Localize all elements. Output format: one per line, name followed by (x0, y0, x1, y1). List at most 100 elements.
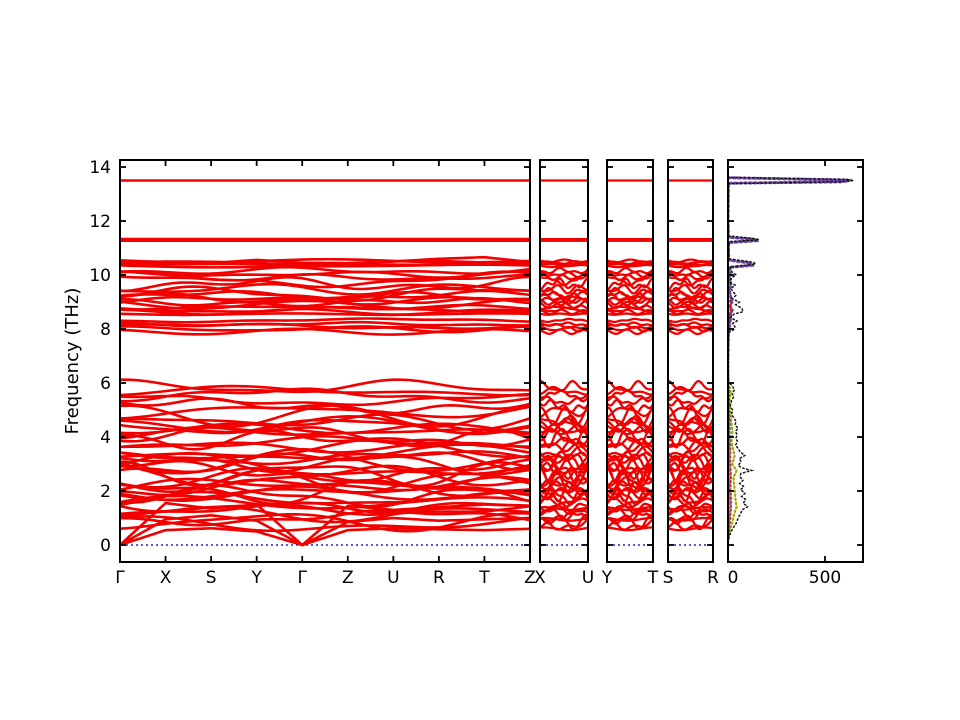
phonon-band (607, 486, 653, 506)
phonon-band (540, 492, 588, 505)
panel-4-frame (727, 159, 864, 563)
phonon-band (540, 317, 588, 324)
phonon-band (540, 504, 588, 515)
phonon-band (668, 487, 713, 500)
kpoint-label: R (707, 568, 719, 588)
total-dos-curve (728, 160, 854, 545)
phonon-band (607, 492, 653, 505)
phonon-band (607, 398, 653, 414)
phonon-band (607, 266, 653, 275)
phonon-band (607, 487, 653, 500)
phonon-band (607, 445, 653, 460)
phonon-band (540, 379, 588, 393)
phonon-band (540, 385, 588, 396)
phonon-band (607, 439, 653, 457)
y-tick-label: 0 (100, 536, 111, 556)
partial-dos-red-curve (728, 299, 733, 536)
phonon-band (540, 454, 588, 475)
phonon-band (540, 323, 588, 330)
phonon-band (120, 289, 530, 300)
phonon-band (120, 265, 530, 275)
phonon-band (668, 290, 713, 299)
phonon-band (120, 526, 530, 547)
phonon-band (668, 398, 713, 414)
phonon-band (607, 510, 653, 525)
phonon-band (668, 439, 713, 457)
phonon-band (668, 454, 713, 475)
phonon-band (668, 277, 713, 291)
panel-2-frame (606, 159, 654, 563)
phonon-band (668, 271, 713, 287)
phonon-band (120, 378, 530, 394)
phonon-band (607, 323, 653, 330)
phonon-band (120, 270, 530, 289)
phonon-band (120, 392, 530, 407)
phonon-band (607, 504, 653, 515)
phonon-band (607, 454, 653, 475)
phonon-band (668, 258, 713, 264)
phonon-band (607, 262, 653, 267)
phonon-band (120, 485, 530, 502)
phonon-band (607, 283, 653, 295)
phonon-band (607, 317, 653, 324)
kpoint-label: S (663, 568, 674, 588)
phonon-band (668, 492, 713, 505)
phonon-band (120, 322, 530, 331)
phonon-band (607, 526, 653, 532)
phonon-band (607, 271, 653, 287)
phonon-band (540, 487, 588, 500)
phonon-band (540, 526, 588, 532)
phonon-band (540, 406, 588, 419)
y-tick-label: 4 (100, 428, 111, 448)
y-tick-label: 6 (100, 374, 111, 394)
phonon-band (540, 439, 588, 457)
phonon-band (540, 430, 588, 449)
phonon-band (120, 513, 530, 547)
phonon-band (540, 262, 588, 267)
kpoint-label: R (433, 568, 445, 588)
phonon-band (668, 427, 713, 446)
phonon-band (540, 283, 588, 295)
phonon-band (540, 416, 588, 433)
phonon-band (668, 526, 713, 532)
phonon-band (668, 510, 713, 525)
phonon-band (540, 486, 588, 506)
partial-dos-magenta-curve (728, 415, 731, 530)
phonon-band (120, 451, 530, 476)
phonon-band (540, 290, 588, 299)
phonon-band (120, 282, 530, 296)
panel-0-frame (119, 159, 531, 563)
kpoint-label: U (387, 568, 399, 588)
phonon-band (120, 427, 530, 451)
phonon-band (540, 427, 588, 446)
phonon-band (540, 258, 588, 264)
y-tick-label: 2 (100, 482, 111, 502)
phonon-band (120, 317, 530, 324)
phonon-band (668, 445, 713, 460)
kpoint-label: Z (342, 568, 354, 588)
phonon-band (120, 405, 530, 420)
phonon-band (120, 490, 530, 506)
band-panel-2-content (607, 179, 653, 546)
phonon-band (668, 504, 713, 515)
phonon-band (607, 379, 653, 393)
phonon-band (668, 416, 713, 433)
kpoint-label: Y (250, 568, 262, 588)
kpoint-label: Γ (115, 568, 125, 588)
phonon-band (607, 277, 653, 291)
y-tick-label: 14 (89, 158, 111, 178)
y-tick-label: 8 (100, 320, 111, 340)
phonon-band (668, 379, 713, 393)
phonon-band (668, 304, 713, 311)
phonon-band (668, 283, 713, 295)
band-panel-1-content (540, 179, 588, 546)
band-panel-3-content (668, 179, 713, 546)
phonon-band (668, 406, 713, 426)
kpoint-label: S (206, 568, 217, 588)
phonon-band (607, 258, 653, 264)
phonon-band (607, 406, 653, 419)
phonon-band (540, 271, 588, 287)
phonon-band (540, 297, 588, 307)
phonon-band (607, 297, 653, 307)
